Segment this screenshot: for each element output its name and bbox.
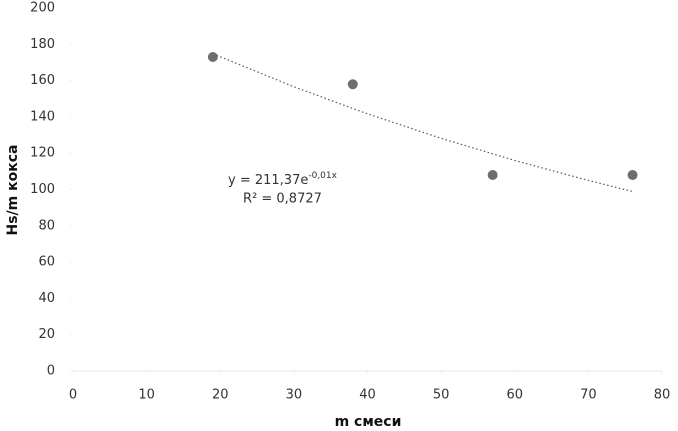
y-tick-label: 200	[30, 1, 55, 16]
x-axis-title: m смеси	[335, 414, 402, 430]
y-tick-label: 160	[30, 73, 55, 88]
y-tick-label: 80	[38, 218, 55, 233]
y-tick-label: 20	[38, 327, 55, 342]
equation-exponent: -0,01x	[308, 171, 337, 181]
x-tick-label: 10	[138, 388, 155, 403]
y-tick-label: 180	[30, 37, 55, 52]
data-point	[487, 169, 498, 180]
trend-equation: y = 211,37e-0,01x	[228, 171, 338, 188]
y-axis-title: Hs/m кокса	[5, 145, 21, 236]
y-tick-label: 0	[47, 364, 55, 379]
trendline	[212, 53, 633, 193]
y-tick-label: 140	[30, 109, 55, 124]
data-point	[207, 52, 218, 63]
y-tick-label: 100	[30, 182, 55, 197]
y-tick-label: 120	[30, 146, 55, 161]
equation-base: y = 211,37e	[228, 173, 308, 188]
x-tick-label: 60	[506, 388, 523, 403]
x-tick-label: 0	[69, 388, 77, 403]
x-tick-label: 50	[433, 388, 450, 403]
x-tick-label: 80	[654, 388, 671, 403]
data-point	[627, 169, 638, 180]
x-tick-label: 20	[212, 388, 229, 403]
data-point	[347, 79, 358, 90]
y-tick-label: 60	[38, 255, 55, 270]
x-tick-label: 70	[580, 388, 597, 403]
r-squared: R² = 0,8727	[243, 192, 322, 207]
y-tick-label: 40	[38, 291, 55, 306]
x-tick-label: 40	[359, 388, 376, 403]
x-tick-label: 30	[286, 388, 303, 403]
